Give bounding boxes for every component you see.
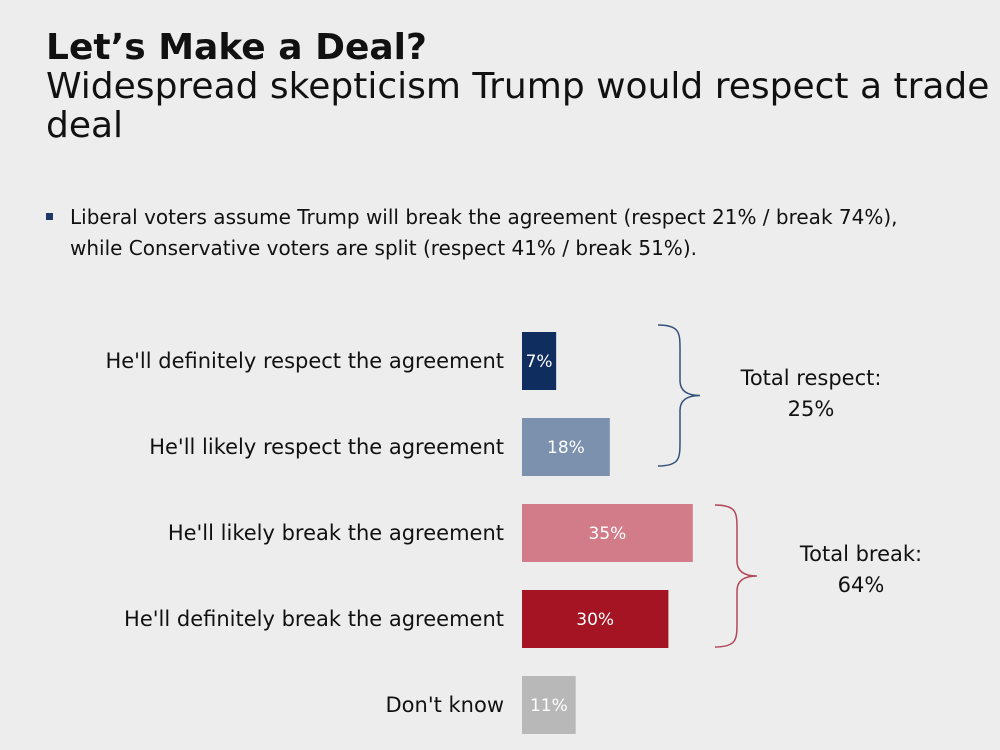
data-label: 30% bbox=[576, 610, 614, 630]
group-total-value: 64% bbox=[838, 573, 885, 597]
key-finding: Liberal voters assume Trump will break t… bbox=[46, 202, 946, 264]
category-label: He'll definitely respect the agreement bbox=[105, 349, 504, 373]
category-label: He'll definitely break the agreement bbox=[124, 607, 504, 631]
data-label: 18% bbox=[547, 438, 585, 458]
data-label: 7% bbox=[526, 352, 553, 372]
group-total-label: Total respect: bbox=[740, 366, 882, 390]
key-finding-text: Liberal voters assume Trump will break t… bbox=[70, 205, 898, 260]
slide-title: Let’s Make a Deal? Widespread skepticism… bbox=[46, 28, 1000, 145]
bar bbox=[522, 418, 610, 476]
category-label: He'll likely break the agreement bbox=[168, 521, 504, 545]
title-subtitle: Widespread skepticism Trump would respec… bbox=[46, 66, 990, 146]
data-label: 11% bbox=[530, 696, 568, 716]
group-total-value: 25% bbox=[788, 397, 835, 421]
group-total-label: Total break: bbox=[799, 542, 922, 566]
title-main: Let’s Make a Deal? bbox=[46, 27, 427, 68]
data-label: 35% bbox=[589, 524, 627, 544]
category-label: Don't know bbox=[385, 693, 504, 717]
category-label: He'll likely respect the agreement bbox=[149, 435, 504, 459]
group-brace-icon bbox=[657, 324, 701, 467]
bar bbox=[522, 676, 576, 734]
bar bbox=[522, 590, 669, 648]
bullet-marker-icon bbox=[46, 213, 53, 220]
bar bbox=[522, 332, 557, 390]
bar bbox=[522, 504, 693, 562]
group-brace-icon bbox=[714, 504, 758, 648]
